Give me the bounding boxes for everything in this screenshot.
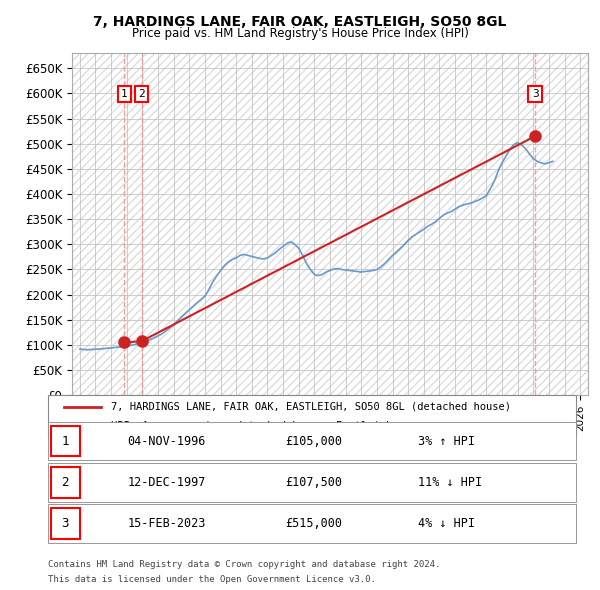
Text: 7, HARDINGS LANE, FAIR OAK, EASTLEIGH, SO50 8GL: 7, HARDINGS LANE, FAIR OAK, EASTLEIGH, S…: [94, 15, 506, 29]
Text: 7, HARDINGS LANE, FAIR OAK, EASTLEIGH, SO50 8GL (detached house): 7, HARDINGS LANE, FAIR OAK, EASTLEIGH, S…: [112, 402, 511, 412]
Text: Price paid vs. HM Land Registry's House Price Index (HPI): Price paid vs. HM Land Registry's House …: [131, 27, 469, 40]
Text: £105,000: £105,000: [286, 434, 343, 448]
Text: 15-FEB-2023: 15-FEB-2023: [127, 517, 206, 530]
FancyBboxPatch shape: [48, 422, 576, 460]
Text: 11% ↓ HPI: 11% ↓ HPI: [418, 476, 482, 489]
Text: 3% ↑ HPI: 3% ↑ HPI: [418, 434, 475, 448]
Text: HPI: Average price, detached house, Eastleigh: HPI: Average price, detached house, East…: [112, 421, 392, 431]
Text: 3: 3: [532, 89, 539, 99]
FancyBboxPatch shape: [48, 395, 576, 437]
Text: 1: 1: [61, 434, 68, 448]
Text: 12-DEC-1997: 12-DEC-1997: [127, 476, 206, 489]
Text: 2: 2: [138, 89, 145, 99]
FancyBboxPatch shape: [50, 426, 80, 457]
FancyBboxPatch shape: [50, 508, 80, 539]
FancyBboxPatch shape: [48, 463, 576, 502]
Text: 3: 3: [61, 517, 68, 530]
Text: 1: 1: [121, 89, 128, 99]
Text: 2: 2: [61, 476, 68, 489]
Text: Contains HM Land Registry data © Crown copyright and database right 2024.: Contains HM Land Registry data © Crown c…: [48, 560, 440, 569]
Text: This data is licensed under the Open Government Licence v3.0.: This data is licensed under the Open Gov…: [48, 575, 376, 584]
Text: 4% ↓ HPI: 4% ↓ HPI: [418, 517, 475, 530]
Text: £515,000: £515,000: [286, 517, 343, 530]
FancyBboxPatch shape: [48, 504, 576, 543]
FancyBboxPatch shape: [50, 467, 80, 498]
Text: 04-NOV-1996: 04-NOV-1996: [127, 434, 206, 448]
Text: £107,500: £107,500: [286, 476, 343, 489]
